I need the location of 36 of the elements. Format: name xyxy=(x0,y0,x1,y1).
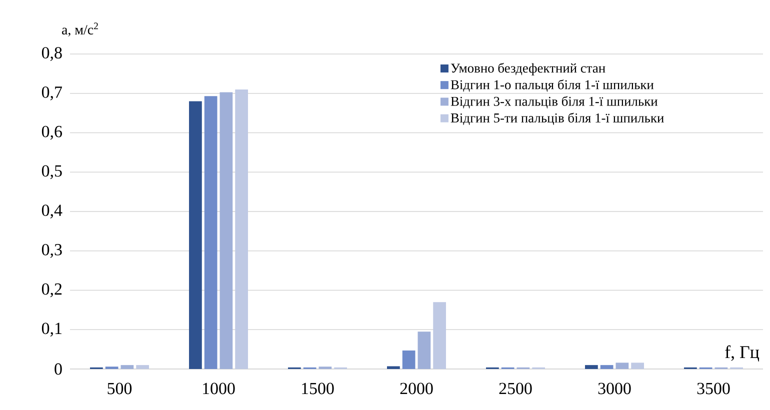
legend-label: Відгин 1-о пальця біля 1-ї шпильки xyxy=(450,80,654,92)
x-tick-label: 3000 xyxy=(598,382,631,394)
y-tick-label: 0,2 xyxy=(42,283,62,298)
bar xyxy=(402,350,416,369)
x-tick-label: 2000 xyxy=(400,382,433,394)
y-axis-title: а, м/с$^{2}$ xyxy=(62,22,98,36)
bar xyxy=(433,302,446,369)
bar xyxy=(120,365,134,369)
y-tick-label: 0,6 xyxy=(42,126,62,140)
x-tick-label: 500 xyxy=(108,382,132,394)
bar xyxy=(387,366,400,369)
bar xyxy=(600,365,614,369)
y-tick-label: 0,4 xyxy=(42,204,62,218)
y-tick-label: 0,7 xyxy=(42,86,62,100)
bar xyxy=(235,89,248,369)
bar xyxy=(136,365,149,369)
legend-label: Відгин 5-ти пальців біля 1-ї шпильки xyxy=(450,112,664,125)
bar xyxy=(418,332,431,369)
x-tick-label: 1000 xyxy=(203,382,235,394)
bar xyxy=(631,362,644,369)
bar xyxy=(585,365,598,369)
y-tick-label: 0,3 xyxy=(42,244,62,258)
bar xyxy=(220,92,233,369)
y-tick-label: 0 xyxy=(54,363,62,375)
bar xyxy=(204,96,218,369)
x-axis-title: f, Гц xyxy=(725,345,760,362)
x-tick-label: 1500 xyxy=(302,382,334,394)
legend-label: Відгин 3-х пальців біля 1-ї шпильки xyxy=(450,96,658,108)
bar xyxy=(616,362,629,369)
x-tick-label: 3500 xyxy=(697,382,730,394)
x-tick-label: 2500 xyxy=(499,382,532,394)
y-tick-label: 0,1 xyxy=(42,322,62,337)
legend-label: Умовно бездефектний стан xyxy=(450,62,606,76)
y-tick-label: 0,5 xyxy=(42,165,62,180)
bar xyxy=(189,101,202,369)
y-tick-label: 0,8 xyxy=(42,47,62,61)
